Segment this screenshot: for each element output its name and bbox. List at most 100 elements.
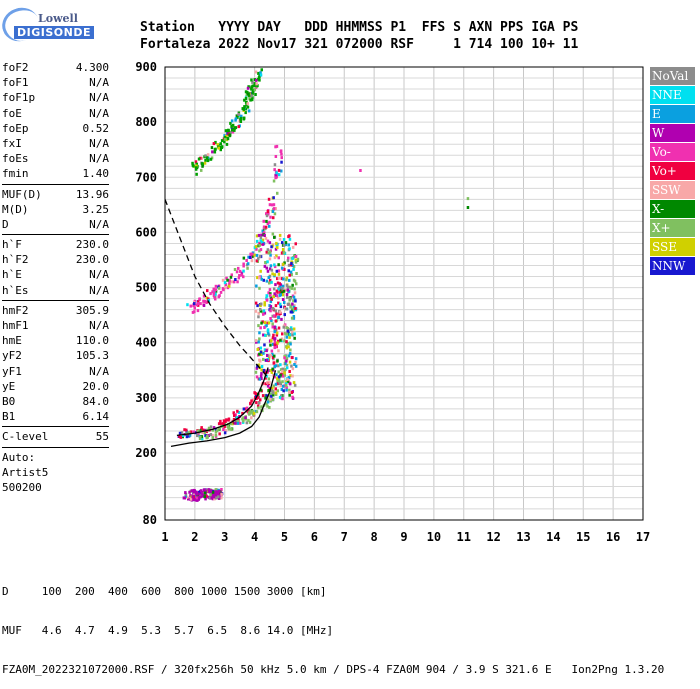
echo-point [268,281,271,285]
echo-point [288,352,292,356]
echo-point [244,100,248,104]
echo-point [285,293,289,296]
echo-point [255,366,259,370]
echo-point [290,356,294,360]
echo-point [265,294,268,298]
echo-point [270,339,273,343]
x-tick-label: 10 [427,530,441,544]
echo-point [266,222,270,226]
electron-density-profile [170,370,277,448]
echo-point [185,435,189,439]
echo-point [266,354,269,357]
echo-point [279,363,282,367]
echo-point [226,137,230,141]
echo-point [289,326,293,330]
echo-point [264,382,268,386]
param-row: hmF1 N/A [2,318,109,333]
echo-point [261,394,265,398]
echo-point [264,225,268,229]
echo-point [272,384,275,388]
echo-point [265,402,268,406]
echo-point [277,256,280,260]
echo-point [191,495,194,499]
echo-point [287,243,290,247]
param-row: C-level 55 [2,429,109,444]
echo-point [279,150,283,153]
echo-point [202,488,206,492]
echo-point [199,302,202,306]
echo-point [245,406,249,410]
echo-point [248,96,251,100]
echo-point [200,492,203,496]
x-tick-label: 11 [457,530,471,544]
echo-point [277,364,280,368]
echo-point [283,313,286,317]
echo-point [265,219,268,223]
echo-point [223,286,227,290]
param-value: N/A [89,136,109,150]
echo-point [273,265,277,269]
echo-point [250,87,253,91]
echo-point [255,239,259,243]
echo-point [271,307,275,311]
echo-point [278,382,282,385]
echo-point [258,331,261,335]
param-value: N/A [89,76,109,90]
echo-point [212,294,216,298]
echo-point [273,273,277,277]
echo-point [265,324,268,328]
echo-point [274,387,277,391]
header-labels: Station YYYY DAY DDD HHMMSS P1 FFS S AXN… [140,20,579,35]
echo-point [178,431,182,435]
echo-point [265,374,268,378]
echo-point [285,283,289,287]
echo-point [264,396,267,400]
legend: NoVal NNE E W Vo- Vo+ SSW X- X+ SSE NNW [650,67,695,276]
echo-point [186,303,189,307]
echo-point [278,237,282,241]
y-tick-label: 700 [135,170,157,184]
echo-point [259,359,262,363]
echo-point [277,296,280,300]
echo-point [273,163,277,167]
echo-point [237,411,241,414]
echo-point [211,490,215,494]
echo-point [286,341,289,345]
legend-item: SSW [650,181,695,199]
echo-point [267,197,271,201]
echo-point [247,418,250,422]
echo-point [285,326,288,330]
echo-point [242,419,245,423]
param-value: 4.300 [75,61,109,74]
echo-point [255,397,258,400]
echo-point [208,496,212,500]
echo-point [262,368,266,372]
x-tick-label: 12 [486,530,500,544]
echo-point [205,296,209,300]
echo-point [288,285,292,289]
echo-point [191,498,195,501]
echo-point [246,102,249,106]
echo-point [220,146,224,149]
echo-point [269,309,272,313]
echo-point [222,422,225,426]
echo-point [255,253,259,257]
echo-point [277,370,280,374]
echo-point [260,302,263,306]
param-name: foE [2,106,22,120]
echo-point [275,144,279,148]
echo-point [281,262,285,266]
echo-point [188,433,192,437]
echo-point [273,292,276,296]
echo-point [255,78,258,82]
echo-point [280,152,283,156]
echo-point [227,427,231,431]
echo-point [187,431,191,435]
echo-point [196,492,199,496]
echo-point [282,277,285,281]
echo-point [285,366,289,370]
echo-point [277,316,280,319]
echo-point [268,394,271,398]
echo-point [254,93,257,96]
echo-point [183,496,186,500]
